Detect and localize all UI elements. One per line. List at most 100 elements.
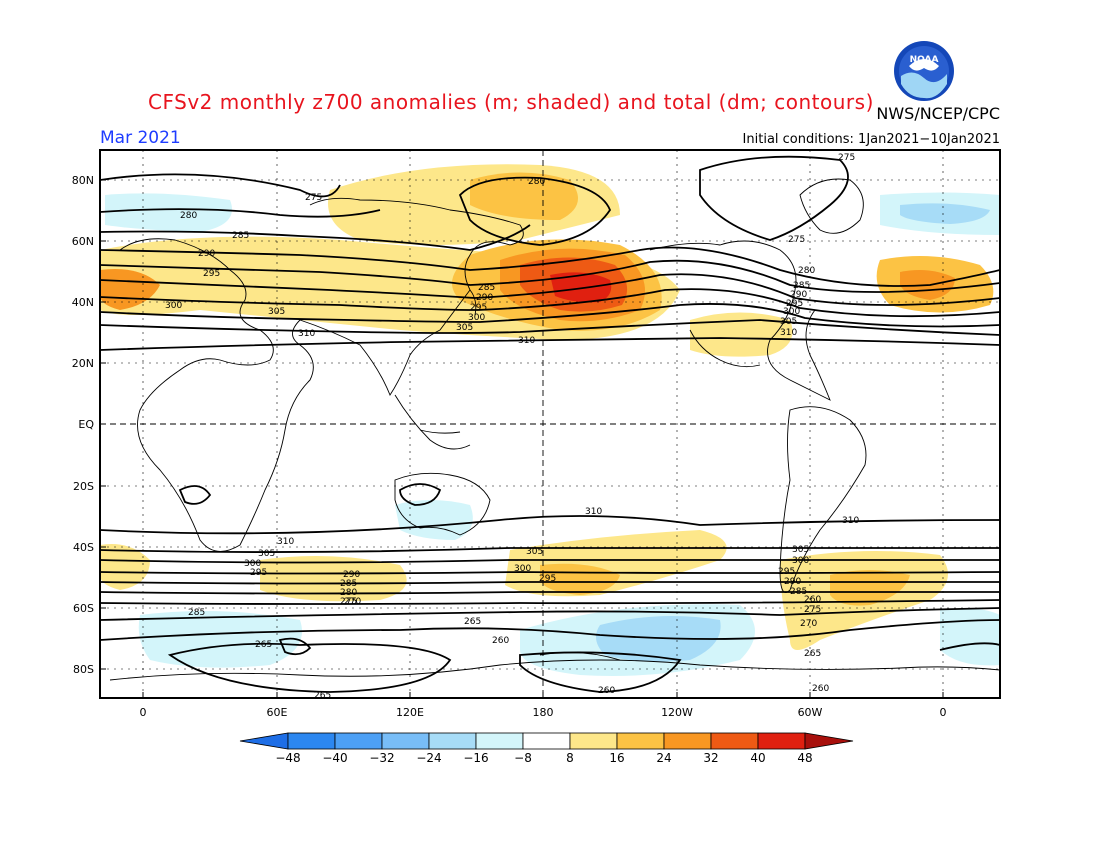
- contour-label: 305: [526, 547, 543, 557]
- lat-label: 80N: [72, 174, 94, 187]
- contour-label: 290: [784, 577, 801, 587]
- contour-label: 295: [786, 299, 803, 309]
- contour-label: 265: [464, 617, 481, 627]
- lat-label: 20S: [73, 480, 94, 493]
- contour-label: 260: [804, 595, 821, 605]
- contour-label: 280: [340, 588, 357, 598]
- contour-label: 280: [528, 177, 545, 187]
- contour-label: 295: [470, 303, 487, 313]
- colorbar-cell: [757, 732, 806, 750]
- contour-label: 305: [780, 317, 797, 327]
- contour-label: 295: [539, 574, 556, 584]
- colorbar-tick-label: −16: [463, 751, 488, 765]
- colorbar-cell: [428, 732, 477, 750]
- contour-label: 300: [514, 564, 531, 574]
- colorbar-cell: [381, 732, 430, 750]
- colorbar-tick-label: 8: [566, 751, 574, 765]
- contour-label: 295: [250, 568, 267, 578]
- colorbar: −48 −40 −32 −24 −16 −8 8 16 24 32 40 48: [239, 732, 854, 765]
- colorbar-cell: [287, 732, 336, 750]
- initial-conditions: Initial conditions: 1Jan2021−10Jan2021: [742, 132, 1000, 147]
- negative-anomaly-shading: [105, 192, 1000, 676]
- contour-label: 310: [585, 507, 602, 517]
- colorbar-tick-label: 16: [609, 751, 624, 765]
- contour-label: 285: [793, 281, 810, 291]
- lon-label: 0: [940, 706, 947, 719]
- colorbar-cell: [663, 732, 712, 750]
- lat-label: 60N: [72, 235, 94, 248]
- lat-label: 80S: [73, 663, 94, 676]
- colorbar-tick-label: 48: [797, 751, 812, 765]
- colorbar-tick-label: −48: [275, 751, 300, 765]
- positive-anomaly-shading: [100, 164, 994, 650]
- colorbar-arrow-right: [804, 732, 854, 750]
- contour-label: 270: [800, 619, 817, 629]
- axis-ticks: [100, 179, 944, 698]
- colorbar-cell: [710, 732, 759, 750]
- colorbar-tick-label: −24: [416, 751, 441, 765]
- contour-label: 310: [298, 329, 315, 339]
- colorbar-cell: [569, 732, 618, 750]
- contour-label: 285: [188, 608, 205, 618]
- colorbar-arrow-left: [239, 732, 289, 750]
- lon-label: 60E: [267, 706, 288, 719]
- colorbar-cell: [475, 732, 524, 750]
- contour-label: 285: [232, 231, 249, 241]
- lat-label: 40S: [73, 541, 94, 554]
- colorbar-cell: [334, 732, 383, 750]
- graticule: [100, 150, 1000, 698]
- height-contours: [100, 155, 1000, 693]
- contour-label: 265: [314, 691, 331, 701]
- agency-label: NWS/NCEP/CPC: [876, 104, 1000, 123]
- colorbar-cell: [522, 732, 571, 750]
- colorbar-cell: [616, 732, 665, 750]
- contour-label: 275: [788, 235, 805, 245]
- lon-label: 60W: [798, 706, 823, 719]
- forecast-period: Mar 2021: [100, 128, 181, 148]
- contour-label: 295: [778, 567, 795, 577]
- contour-label: 275: [838, 153, 855, 163]
- contour-label: 290: [476, 293, 493, 303]
- contour-label: 290: [343, 570, 360, 580]
- lon-label: 0: [140, 706, 147, 719]
- contour-labels: 275 280 285 290 295 300 305 310 280 285 …: [165, 153, 859, 701]
- lat-label: 60S: [73, 602, 94, 615]
- contour-label: 305: [268, 307, 285, 317]
- contour-label: 260: [812, 684, 829, 694]
- contour-label: 310: [518, 336, 535, 346]
- contour-label: 275: [804, 605, 821, 615]
- contour-label: 305: [258, 549, 275, 559]
- map-title: CFSv2 monthly z700 anomalies (m; shaded)…: [148, 90, 874, 114]
- colorbar-tick-label: −8: [514, 751, 532, 765]
- contour-label: 280: [798, 266, 815, 276]
- lon-label: 180: [533, 706, 554, 719]
- contour-label: 285: [790, 587, 807, 597]
- lat-label: EQ: [78, 418, 94, 431]
- lon-label: 120W: [661, 706, 693, 719]
- noaa-logo: NOAA: [893, 40, 955, 102]
- contour-label: 300: [244, 559, 261, 569]
- contour-label: 300: [783, 307, 800, 317]
- contour-label: 290: [198, 249, 215, 259]
- colorbar-tick-label: −40: [322, 751, 347, 765]
- colorbar-tick-label: 32: [703, 751, 718, 765]
- latitude-labels: 80N 60N 40N 20N EQ 20S 40S 60S 80S: [72, 174, 95, 676]
- lat-label: 40N: [72, 296, 94, 309]
- contour-label: 300: [165, 301, 182, 311]
- contour-label: 285: [340, 579, 357, 589]
- equator-dateline: [100, 150, 1000, 698]
- longitude-labels: 0 60E 120E 180 120W 60W 0: [140, 706, 947, 719]
- contour-label: 305: [456, 323, 473, 333]
- contour-label: 265: [804, 649, 821, 659]
- contour-label: 300: [468, 313, 485, 323]
- colorbar-tick-label: 24: [656, 751, 671, 765]
- colorbar-tick-label: −32: [369, 751, 394, 765]
- contour-label: 295: [203, 269, 220, 279]
- contour-label: 275: [340, 597, 357, 607]
- contour-label: 300: [792, 556, 809, 566]
- contour-label: 310: [277, 537, 294, 547]
- contour-label: 260: [492, 636, 509, 646]
- colorbar-tick-label: 40: [750, 751, 765, 765]
- contour-label: 290: [790, 290, 807, 300]
